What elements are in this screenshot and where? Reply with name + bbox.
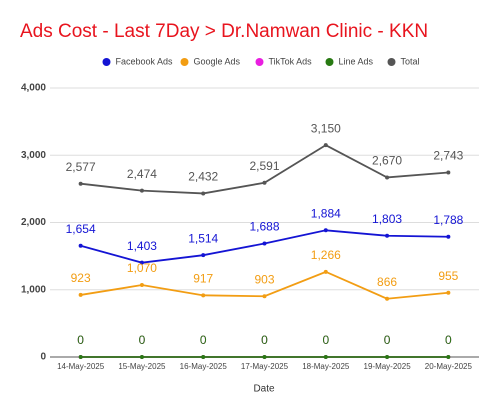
data-point	[446, 170, 451, 175]
data-label: 1,403	[127, 239, 157, 253]
data-label: 1,266	[311, 248, 341, 262]
x-tick-label: 14-May-2025	[57, 362, 105, 371]
data-label: 0	[445, 333, 452, 347]
y-tick-label: 4,000	[21, 83, 46, 94]
data-label: 3,150	[311, 121, 341, 135]
legend-marker	[255, 58, 264, 66]
data-label: 1,803	[372, 212, 402, 226]
data-label: 0	[139, 333, 146, 347]
data-label: 923	[71, 271, 91, 285]
legend-label: TikTok Ads	[269, 56, 313, 66]
data-point	[323, 355, 328, 359]
data-label: 0	[77, 333, 84, 347]
data-point	[323, 143, 328, 148]
legend-label: Line Ads	[339, 56, 374, 66]
y-tick-label: 1,000	[21, 284, 46, 295]
data-label: 2,474	[127, 167, 157, 181]
data-label: 2,591	[249, 159, 279, 173]
x-tick-label: 19-May-2025	[364, 362, 412, 371]
data-label: 0	[77, 333, 84, 347]
data-point	[201, 253, 206, 258]
data-label: 0	[200, 333, 207, 347]
data-point	[78, 292, 83, 297]
data-point	[323, 228, 328, 233]
data-point	[385, 355, 390, 359]
data-label: 1,788	[433, 213, 463, 227]
legend-label: Google Ads	[194, 56, 241, 66]
data-label: 903	[254, 272, 274, 286]
data-point	[78, 243, 83, 248]
data-point	[139, 188, 144, 193]
data-label: 0	[322, 333, 329, 347]
data-label: 0	[445, 333, 452, 347]
data-point	[78, 181, 83, 186]
chart-title: Ads Cost - Last 7Day > Dr.Namwan Clinic …	[20, 21, 428, 42]
x-tick-label: 17-May-2025	[241, 362, 289, 371]
data-label: 2,432	[188, 170, 218, 184]
data-point	[262, 355, 267, 359]
x-tick-label: 16-May-2025	[180, 362, 228, 371]
data-label: 2,743	[433, 149, 463, 163]
legend-marker	[102, 58, 111, 66]
data-label: 0	[261, 333, 268, 347]
data-point	[262, 241, 267, 246]
legend-marker	[180, 58, 189, 66]
x-tick-label: 20-May-2025	[425, 362, 473, 371]
y-tick-label: 2,000	[21, 217, 46, 228]
data-label: 0	[384, 333, 391, 347]
data-label: 917	[193, 272, 213, 286]
data-point	[446, 290, 451, 295]
data-point	[78, 355, 83, 359]
data-point	[139, 355, 144, 359]
data-point	[385, 175, 390, 180]
data-point	[201, 355, 206, 359]
data-point	[446, 234, 451, 239]
y-tick-label: 0	[40, 352, 46, 363]
y-tick-label: 3,000	[21, 150, 46, 161]
data-label: 0	[200, 333, 207, 347]
data-point	[323, 269, 328, 274]
data-label: 0	[261, 333, 268, 347]
data-point	[446, 355, 451, 359]
data-label: 866	[377, 275, 397, 289]
data-point	[262, 180, 267, 185]
data-label: 1,514	[188, 231, 218, 245]
data-label: 1,884	[311, 206, 341, 220]
data-point	[385, 233, 390, 238]
x-axis-label: Date	[253, 384, 275, 395]
x-tick-label: 18-May-2025	[302, 362, 350, 371]
data-label: 955	[438, 269, 458, 283]
legend-label: Facebook Ads	[116, 56, 174, 66]
data-point	[139, 260, 144, 265]
data-point	[201, 293, 206, 298]
data-label: 1,070	[127, 261, 157, 275]
legend-marker	[325, 58, 334, 66]
data-label: 0	[139, 333, 146, 347]
data-label: 2,670	[372, 154, 402, 168]
legend-marker	[387, 58, 396, 66]
x-tick-label: 15-May-2025	[118, 362, 166, 371]
data-label: 0	[322, 333, 329, 347]
data-point	[262, 294, 267, 299]
legend-label: Total	[401, 56, 420, 66]
data-label: 1,688	[249, 220, 279, 234]
data-point	[139, 283, 144, 288]
data-label: 2,577	[66, 160, 96, 174]
data-point	[385, 296, 390, 301]
data-point	[201, 191, 206, 196]
data-label: 1,654	[66, 222, 96, 236]
data-label: 0	[384, 333, 391, 347]
